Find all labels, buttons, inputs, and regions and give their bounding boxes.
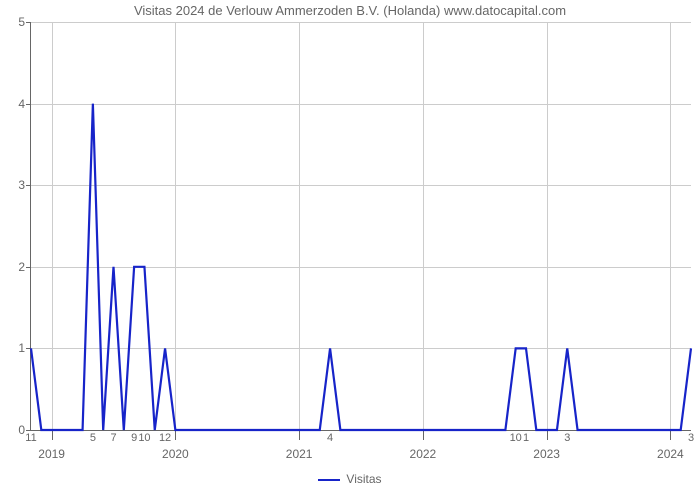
x-tick-mark	[670, 430, 671, 440]
plot-area: 0123452019202020212022202320241157910124…	[30, 22, 691, 431]
x-tick-mark	[52, 430, 53, 440]
legend: Visitas	[0, 472, 700, 486]
x-tick-mark	[423, 430, 424, 440]
x-tick-minor-label: 12	[159, 430, 171, 444]
x-tick-minor-label: 7	[110, 430, 116, 444]
x-tick-mark	[175, 430, 176, 440]
chart-title: Visitas 2024 de Verlouw Ammerzoden B.V. …	[0, 3, 700, 18]
legend-swatch	[318, 479, 340, 481]
x-tick-minor-label: 4	[327, 430, 333, 444]
x-tick-minor-label: 3	[688, 430, 694, 444]
x-tick-minor-label: 3	[564, 430, 570, 444]
x-tick-minor-label: 1	[523, 430, 529, 444]
x-tick-mark	[547, 430, 548, 440]
series-line	[31, 22, 691, 430]
x-tick-minor-label: 11	[25, 430, 36, 444]
legend-label: Visitas	[346, 472, 381, 486]
x-tick-mark	[299, 430, 300, 440]
x-tick-minor-label: 10	[510, 430, 522, 444]
x-tick-minor-label: 9	[131, 430, 137, 444]
x-tick-minor-label: 10	[138, 430, 150, 444]
x-tick-minor-label: 5	[90, 430, 96, 444]
